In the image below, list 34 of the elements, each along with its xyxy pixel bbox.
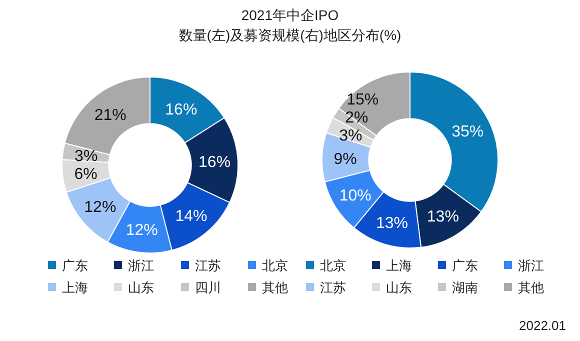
legend-label: 其他 <box>518 280 544 295</box>
legend-label: 山东 <box>128 280 154 295</box>
legend-label: 广东 <box>452 258 478 273</box>
data-label: 16% <box>198 154 231 171</box>
chart-title: 2021年中企IPO <box>241 7 339 23</box>
legend-label: 北京 <box>320 258 346 273</box>
legend-label: 广东 <box>62 258 88 273</box>
legend-label: 江苏 <box>320 280 346 295</box>
legend-label: 上海 <box>62 280 88 295</box>
data-label: 13% <box>426 208 459 226</box>
legend-label: 北京 <box>262 258 288 273</box>
data-label: 12% <box>126 222 158 240</box>
data-label: 14% <box>175 208 208 225</box>
legend-label: 湖南 <box>452 280 478 295</box>
data-label: 9% <box>334 150 357 168</box>
data-label: 21% <box>94 106 126 124</box>
legend-label: 江苏 <box>195 258 221 273</box>
data-label: 10% <box>339 188 372 205</box>
legend-label: 四川 <box>195 280 221 295</box>
data-label: 16% <box>165 101 198 118</box>
legend-label: 浙江 <box>518 258 544 273</box>
legend-label: 浙江 <box>128 258 154 273</box>
data-label: 13% <box>376 215 408 232</box>
data-label: 3% <box>74 148 98 165</box>
legend-label: 其他 <box>262 280 288 295</box>
data-label: 35% <box>452 124 484 141</box>
legend-label: 上海 <box>386 258 412 273</box>
data-label: 3% <box>339 127 362 144</box>
chart-subtitle: 数量(左)及募资规模(右)地区分布(%) <box>178 27 402 43</box>
legend-label: 山东 <box>386 280 412 295</box>
text: 2022.01 <box>519 318 566 333</box>
data-label: 15% <box>346 91 379 108</box>
data-label: 6% <box>74 166 98 184</box>
data-label: 12% <box>84 199 116 216</box>
